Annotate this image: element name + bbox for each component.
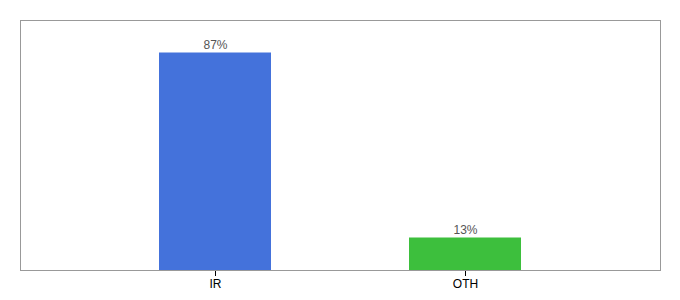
- svg-text:OTH: OTH: [453, 277, 478, 291]
- svg-text:13%: 13%: [453, 223, 477, 237]
- svg-text:87%: 87%: [203, 38, 227, 52]
- svg-text:IR: IR: [210, 277, 222, 291]
